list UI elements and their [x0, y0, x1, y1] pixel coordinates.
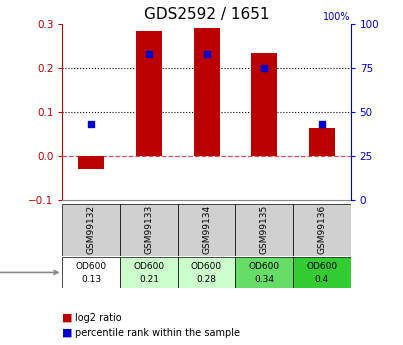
Bar	[62, 204, 120, 256]
Text: 0.34: 0.34	[254, 275, 274, 284]
Point	[204, 51, 210, 57]
Text: percentile rank within the sample: percentile rank within the sample	[75, 328, 239, 338]
Bar	[193, 28, 220, 156]
Point	[261, 66, 268, 71]
Bar	[309, 128, 335, 156]
Bar	[293, 257, 351, 288]
Text: ■: ■	[62, 328, 73, 338]
Text: GSM99134: GSM99134	[202, 205, 211, 254]
Bar	[78, 156, 104, 169]
Text: OD600: OD600	[76, 262, 107, 271]
Title: GDS2592 / 1651: GDS2592 / 1651	[144, 7, 269, 22]
Text: growth protocol: growth protocol	[0, 267, 58, 277]
Bar	[235, 257, 293, 288]
Point	[319, 122, 325, 127]
Bar	[120, 257, 178, 288]
Point	[88, 122, 95, 127]
Text: OD600: OD600	[133, 262, 164, 271]
Text: OD600: OD600	[191, 262, 222, 271]
Bar	[235, 204, 293, 256]
Bar	[251, 53, 277, 156]
Text: OD600: OD600	[249, 262, 280, 271]
Point	[146, 51, 152, 57]
Text: GSM99135: GSM99135	[260, 205, 269, 254]
Bar	[120, 204, 178, 256]
Bar	[62, 257, 120, 288]
Text: GSM99136: GSM99136	[317, 205, 326, 254]
Text: GSM99133: GSM99133	[144, 205, 154, 254]
Text: GSM99132: GSM99132	[87, 205, 96, 254]
Text: 0.4: 0.4	[315, 275, 329, 284]
Bar	[136, 31, 162, 156]
Bar	[178, 204, 235, 256]
Bar	[178, 257, 235, 288]
Text: log2 ratio: log2 ratio	[75, 313, 121, 323]
Text: OD600: OD600	[306, 262, 337, 271]
Text: ■: ■	[62, 313, 73, 323]
Text: 0.28: 0.28	[197, 275, 216, 284]
Text: 100%: 100%	[323, 12, 351, 22]
Bar	[293, 204, 351, 256]
Text: 0.13: 0.13	[81, 275, 101, 284]
Text: 0.21: 0.21	[139, 275, 159, 284]
